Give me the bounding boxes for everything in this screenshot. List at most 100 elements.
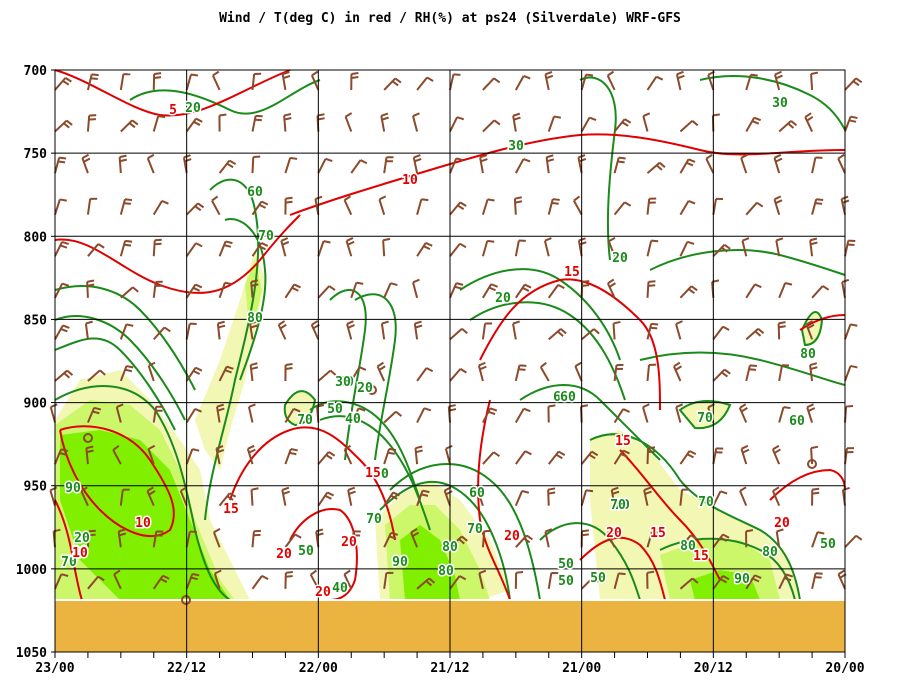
wind-barb bbox=[544, 70, 554, 91]
wind-barb bbox=[444, 444, 453, 465]
wind-barb bbox=[213, 569, 222, 590]
wind-barb bbox=[646, 239, 659, 257]
wind-barb bbox=[679, 488, 690, 506]
rh-contour-label: 60 bbox=[247, 185, 263, 200]
temp-contour-20-e bbox=[54, 499, 83, 601]
wind-barb bbox=[86, 197, 98, 215]
wind-barb bbox=[86, 73, 99, 91]
wind-barb bbox=[482, 407, 498, 423]
rh-contour-label: 70 bbox=[61, 555, 77, 570]
wind-barb bbox=[613, 408, 630, 424]
wind-barb bbox=[773, 153, 783, 174]
wind-barb bbox=[679, 199, 696, 216]
wind-barb bbox=[679, 450, 697, 465]
wind-barb bbox=[745, 201, 764, 216]
wind-barb bbox=[376, 361, 386, 382]
wind-barb bbox=[380, 320, 389, 340]
temperature-contour-label: 15 bbox=[615, 434, 631, 449]
wind-barb bbox=[86, 279, 95, 298]
wind-barb bbox=[218, 365, 234, 382]
y-tick-label: 1050 bbox=[16, 646, 47, 661]
rh-contour-label: 70 bbox=[610, 498, 626, 513]
wind-barb bbox=[613, 363, 624, 382]
rh-contour-label: 50 bbox=[558, 574, 574, 589]
wind-barb bbox=[643, 486, 652, 506]
rh-contour-20-right-mid bbox=[649, 249, 846, 276]
y-tick-label: 850 bbox=[24, 313, 48, 328]
wind-barb bbox=[284, 448, 298, 465]
wind-barb bbox=[712, 447, 724, 465]
wind-barb bbox=[773, 195, 783, 215]
wind-barb bbox=[87, 369, 106, 382]
rh-contour-40-left bbox=[54, 315, 186, 421]
rh-contour-label: 60 bbox=[373, 467, 389, 482]
y-tick-label: 750 bbox=[24, 147, 48, 162]
wind-barb bbox=[778, 282, 793, 299]
rh-contour-50-mid bbox=[319, 415, 431, 531]
wind-barb bbox=[117, 528, 127, 548]
rh-contour-label: 90 bbox=[734, 572, 750, 587]
wind-barb bbox=[152, 530, 164, 548]
wind-barb bbox=[218, 113, 227, 132]
wind-barb bbox=[350, 530, 361, 548]
wind-barb bbox=[283, 113, 292, 132]
wind-barb bbox=[250, 487, 259, 506]
wind-barb bbox=[740, 444, 750, 465]
wind-barb bbox=[646, 75, 664, 91]
chart-grid bbox=[55, 70, 845, 652]
wind-barb bbox=[412, 154, 422, 174]
wind-barb bbox=[745, 327, 765, 341]
wind-barb bbox=[383, 77, 402, 91]
wind-barb bbox=[580, 529, 589, 548]
wind-barb bbox=[185, 448, 200, 465]
y-tick-label: 800 bbox=[24, 230, 48, 245]
wind-barb bbox=[250, 279, 259, 298]
wind-barb bbox=[476, 486, 486, 506]
rh-contour-label: 30 bbox=[335, 375, 351, 390]
wind-barb bbox=[119, 323, 134, 340]
wind-barb bbox=[345, 237, 355, 257]
wind-barb bbox=[581, 328, 600, 341]
wind-barb bbox=[675, 70, 685, 91]
wind-barb bbox=[811, 487, 820, 506]
wind-barb bbox=[610, 486, 620, 506]
wind-barb bbox=[675, 403, 684, 423]
wind-barb bbox=[185, 283, 203, 299]
rh-fill-90-area-left bbox=[60, 430, 230, 600]
rh-contour-label: 70 bbox=[698, 495, 714, 510]
temp-contour-10-upper bbox=[289, 133, 846, 216]
wind-barb bbox=[482, 77, 501, 91]
wind-barb bbox=[49, 403, 58, 423]
rh-contour-small-loop-3 bbox=[678, 400, 732, 430]
wind-barb bbox=[482, 119, 501, 133]
wind-barb bbox=[544, 528, 553, 548]
wind-barb bbox=[775, 528, 784, 548]
temp-contour-15-right bbox=[619, 449, 721, 581]
wind-barb bbox=[449, 116, 465, 132]
wind-barb bbox=[81, 153, 91, 174]
wind-barb bbox=[185, 408, 202, 424]
rh-contour-label: 60 bbox=[469, 486, 485, 501]
wind-barb bbox=[449, 368, 467, 382]
wind-barb bbox=[449, 242, 467, 257]
rh-contour-label: 70 bbox=[297, 413, 313, 428]
wind-barb bbox=[679, 577, 699, 590]
wind-barb bbox=[84, 320, 93, 340]
wind-barb bbox=[119, 488, 130, 506]
wind-barb bbox=[580, 116, 597, 133]
wind-barb bbox=[547, 450, 566, 465]
wind-barb bbox=[115, 403, 124, 423]
wind-barb bbox=[54, 240, 70, 257]
wind-barb bbox=[515, 283, 532, 299]
wind-barb bbox=[679, 285, 698, 299]
wind-barb bbox=[350, 159, 368, 174]
rh-contour-label: 50 bbox=[558, 557, 574, 572]
wind-barb bbox=[346, 320, 355, 340]
rh-contour-label: 20 bbox=[74, 531, 90, 546]
wind-barb bbox=[416, 489, 430, 507]
temp-contour-20-b bbox=[477, 399, 511, 601]
wind-barb bbox=[152, 115, 166, 132]
wind-barb bbox=[580, 489, 594, 506]
wind-barb bbox=[317, 285, 336, 299]
wind-barb bbox=[580, 576, 600, 590]
